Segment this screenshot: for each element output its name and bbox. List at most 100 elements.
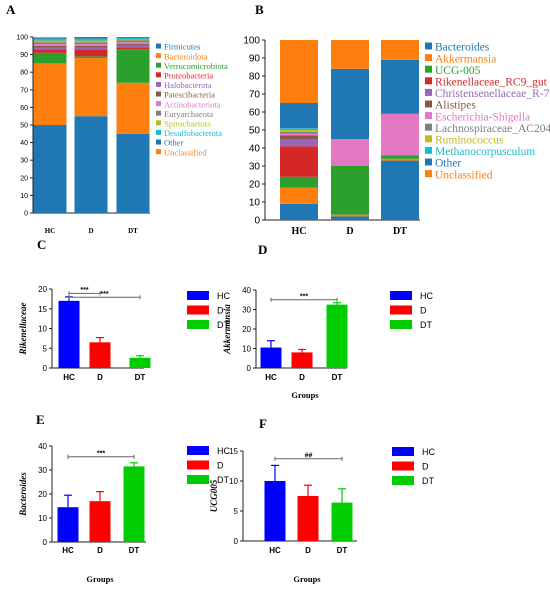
category-label: HC [45,227,56,235]
legend-label: Other [164,138,184,148]
bar-segment [33,52,67,64]
bar-segment [280,133,318,136]
legend-label: Rikenellaceae_RC9_gut [435,76,548,88]
bar-segment [381,59,419,114]
category-label: DT [332,373,343,382]
bar-segment [381,40,419,60]
legend-swatch [156,91,161,97]
bar-segment [116,40,150,43]
bar-segment [280,187,318,204]
bar-segment [33,37,67,39]
y-tick-label: 30 [249,162,261,173]
legend-swatch [156,62,161,68]
significance-label: *** [300,293,308,300]
legend-label: Halobacterota [164,80,212,90]
bar-segment [280,130,318,132]
y-tick-label: 5 [234,507,239,516]
y-tick-label: 10 [249,198,261,209]
legend: HC D DT [392,447,435,486]
category-label: DT [393,226,407,237]
legend-swatch [425,100,432,108]
bar-segment [33,44,67,46]
bar-segment [280,103,318,129]
bar [89,342,111,368]
bar-segment [33,49,67,53]
y-tick-label: 15 [229,447,238,456]
y-tick-label: 100 [16,34,28,41]
legend-swatch [425,123,432,131]
category-label: D [305,546,311,555]
y-tick-label: 10 [20,193,28,200]
panel-label-e: E [36,412,45,427]
legend-swatch [425,158,432,166]
legend-label: Escherichia-Shigella [435,111,530,123]
y-axis-label: Rikenellaceae [18,303,28,356]
bar-segment [381,158,419,161]
y-tick-label: 60 [249,108,261,119]
y-tick-label: 10 [38,325,47,334]
legend-label: Lachnospiraceae_AC204 [435,123,550,135]
y-tick-label: 90 [20,52,28,59]
bar-segment [116,37,150,38]
bar-segment [33,37,67,38]
category-label: HC [63,373,75,382]
legend-swatch [187,320,209,329]
legend-swatch [390,320,412,329]
legend-label: D [217,461,224,471]
bar-segment [74,44,108,46]
y-tick-label: 80 [20,70,28,77]
category-label: HC [269,546,281,555]
bar-segment [74,47,108,50]
y-tick-label: 50 [249,126,261,137]
bar-segment [33,45,67,48]
y-tick-label: 0 [247,364,252,373]
bar-segment [33,38,67,41]
legend-swatch [187,305,209,315]
bar-segment [116,82,150,134]
bar-segment [74,45,108,48]
y-tick-label: 0 [43,364,48,373]
bar-segment [33,42,67,45]
legend-swatch [425,77,432,85]
category-label: D [97,373,103,382]
bar [129,357,151,368]
stacked-bar-chart-b: 0 10 20 30 40 50 60 70 80 90 100 HC D DT BacteroidesAk… [243,36,550,238]
y-tick-label: 0 [43,538,48,547]
y-tick-label: 60 [20,105,28,112]
legend: HC D DT [187,446,230,485]
bar-segment [116,133,150,213]
bar-segment [280,203,318,220]
bar [297,496,319,541]
legend-swatch [425,170,432,178]
panel-label-f: F [259,416,267,431]
legend-label: DT [422,476,434,486]
panel-label-c: C [37,237,46,252]
legend-label: Verrucomicrobiota [164,61,228,71]
legend-swatch [425,88,432,96]
legend-label: Other [435,158,461,170]
legend-swatch [187,460,209,470]
y-tick-label: 0 [254,216,260,227]
bar [123,466,145,542]
legend-swatch [425,65,432,73]
legend-swatch [156,53,161,59]
legend-swatch [392,476,414,485]
legend-swatch [156,149,161,155]
legend-label: D [217,306,224,316]
legend-swatch [390,305,412,315]
bar-segment [116,37,150,40]
category-label: D [299,373,305,382]
category-label: HC [292,226,307,237]
legend: BacteroidesAkkermansiaUCG-005Rikenellace… [425,42,550,181]
panel-label-a: A [6,2,16,17]
bar-chart-d: 0 10 20 30 40 HC D DT *** Akkermansia Groups HC D DT [222,286,433,400]
category-label: DT [128,227,138,235]
y-axis-label: UCG005 [209,479,219,512]
legend-swatch [425,146,432,154]
category-label: DT [129,546,140,555]
legend-swatch [187,446,209,455]
y-tick-label: 30 [20,158,28,165]
stacked-bar-chart-a: 0 10 20 30 40 50 60 70 80 90 100 HC D DT FirmicutesBac… [16,34,228,235]
